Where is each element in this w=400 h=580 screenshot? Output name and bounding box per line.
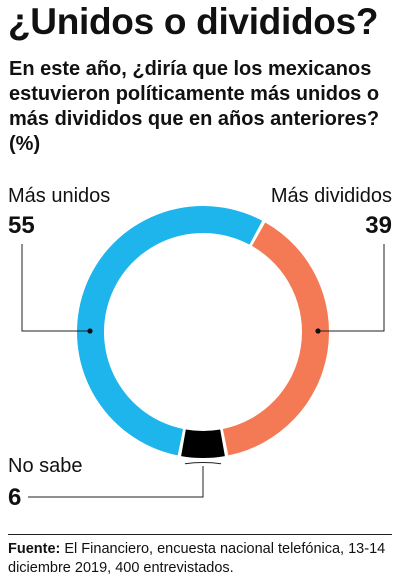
- source-note: Fuente: El Financiero, encuesta nacional…: [8, 540, 396, 578]
- legend-label-mas-divididos: Más divididos: [270, 185, 392, 207]
- legend-label-no-sabe: No sabe: [8, 455, 83, 477]
- leader-bracket-no-sabe: [184, 462, 222, 465]
- value-label-no-sabe: 6: [8, 484, 22, 511]
- value-label-mas-divididos: 39: [365, 212, 392, 239]
- value-label-mas-unidos: 55: [8, 212, 35, 239]
- donut-slice-mas-unidos: [77, 206, 263, 456]
- source-divider: [8, 534, 392, 535]
- chart-title: ¿Unidos o divididos?: [8, 1, 379, 42]
- leader-dot-mas-divididos: [315, 328, 321, 334]
- source-text: El Financiero, encuesta nacional telefón…: [8, 541, 386, 576]
- leader-line-no-sabe: [28, 466, 204, 498]
- leader-line-mas-divididos: [318, 244, 385, 332]
- donut-slice-mas-divididos: [222, 222, 329, 456]
- source-label: Fuente:: [8, 541, 61, 557]
- chart-subtitle: En este año, ¿diría que los mexicanos es…: [9, 58, 380, 155]
- donut-slice-no-sabe: [181, 429, 225, 459]
- legend-label-mas-unidos: Más unidos: [8, 185, 111, 207]
- leader-line-mas-unidos: [21, 244, 90, 332]
- leader-dot-mas-unidos: [87, 328, 93, 334]
